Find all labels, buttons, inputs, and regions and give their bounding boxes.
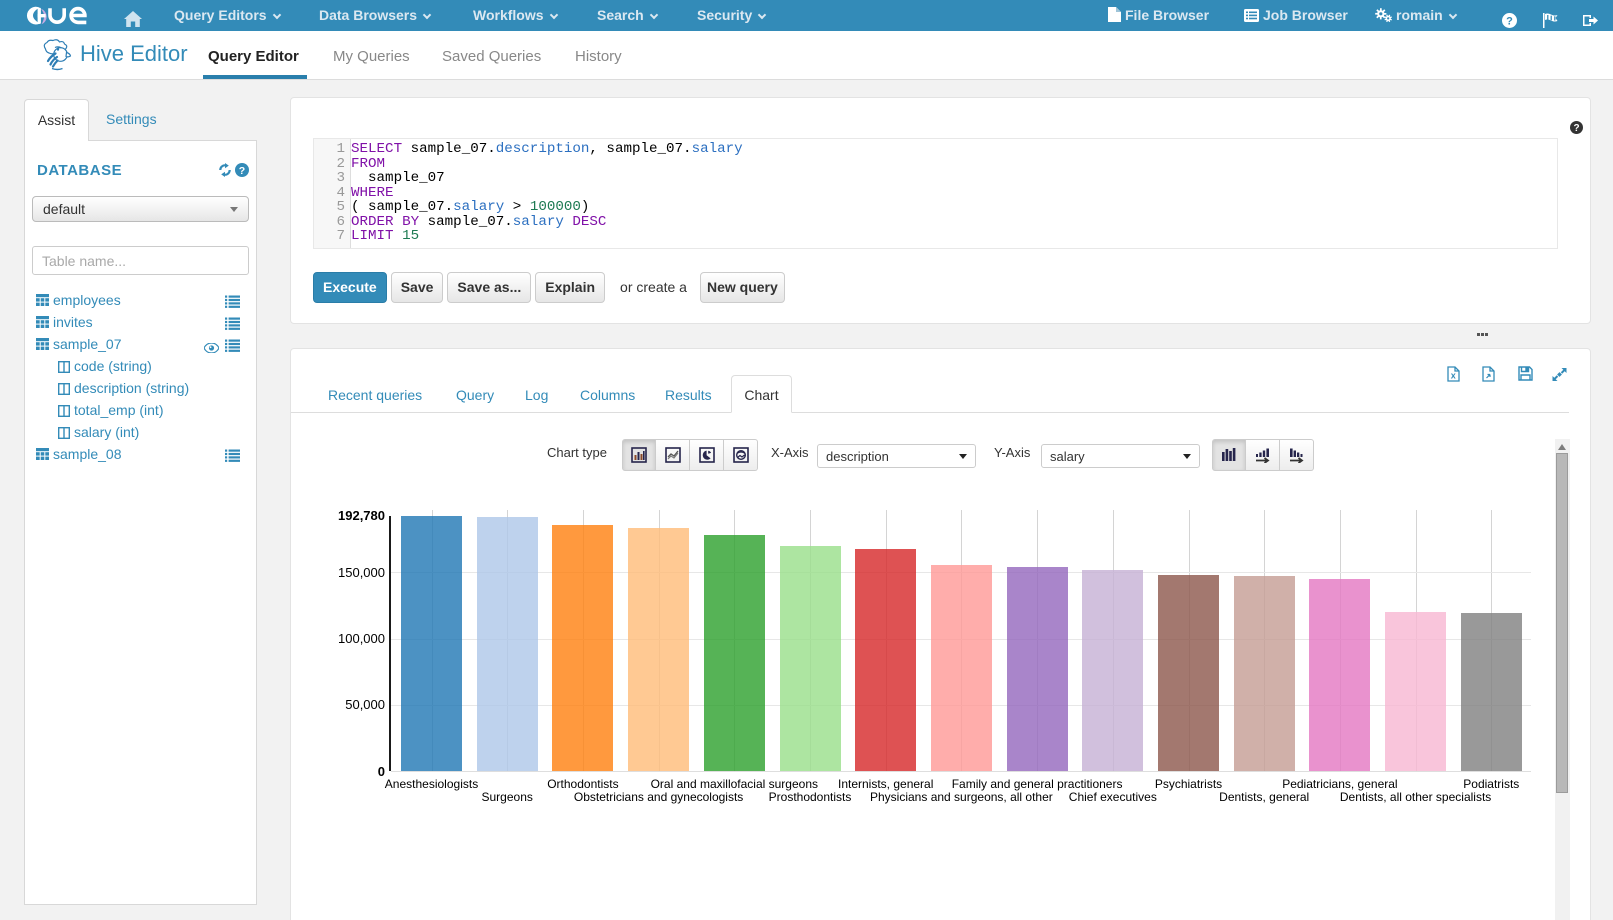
svg-text:?: ? xyxy=(1506,15,1513,27)
svg-text:?: ? xyxy=(1573,123,1579,134)
svg-text:?: ? xyxy=(239,165,245,177)
svg-text:x: x xyxy=(1451,371,1456,381)
